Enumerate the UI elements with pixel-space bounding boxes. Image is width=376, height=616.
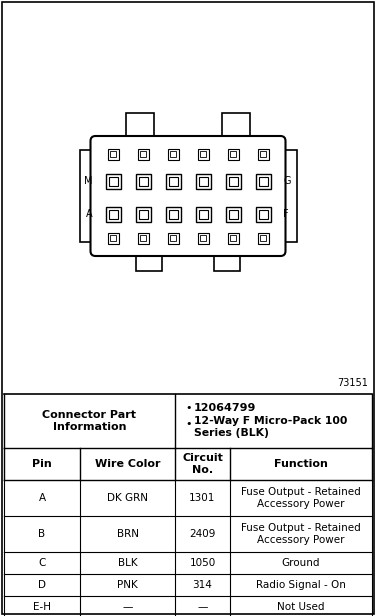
- Bar: [167, 232, 179, 243]
- Text: F: F: [284, 209, 289, 219]
- Text: 1050: 1050: [190, 558, 215, 568]
- Text: •: •: [185, 419, 191, 429]
- Bar: [109, 177, 117, 185]
- Bar: [258, 232, 268, 243]
- Bar: [165, 206, 180, 222]
- Bar: [135, 174, 150, 188]
- Text: —: —: [122, 602, 133, 612]
- Text: Not Used: Not Used: [277, 602, 325, 612]
- Bar: [227, 232, 238, 243]
- Text: BRN: BRN: [117, 529, 138, 539]
- Text: A: A: [38, 493, 45, 503]
- Bar: [168, 177, 177, 185]
- Text: B: B: [38, 529, 45, 539]
- Bar: [256, 206, 270, 222]
- Bar: [227, 148, 238, 160]
- Bar: [106, 206, 120, 222]
- Text: —: —: [197, 602, 208, 612]
- Text: Radio Signal - On: Radio Signal - On: [256, 580, 346, 590]
- Bar: [110, 151, 116, 157]
- Text: Connector Part
Information: Connector Part Information: [42, 410, 136, 432]
- Bar: [229, 209, 238, 219]
- Text: E-H: E-H: [33, 602, 51, 612]
- Bar: [170, 235, 176, 241]
- Bar: [140, 151, 146, 157]
- Bar: [260, 151, 266, 157]
- Text: Fuse Output - Retained
Accessory Power: Fuse Output - Retained Accessory Power: [241, 523, 361, 545]
- Bar: [168, 209, 177, 219]
- Bar: [109, 209, 117, 219]
- Text: A: A: [86, 209, 92, 219]
- Bar: [136, 250, 162, 271]
- Text: Circuit
No.: Circuit No.: [182, 453, 223, 475]
- Bar: [196, 174, 211, 188]
- Bar: [222, 113, 250, 142]
- Bar: [200, 151, 206, 157]
- Text: Wire Color: Wire Color: [95, 459, 160, 469]
- Bar: [110, 235, 116, 241]
- Bar: [226, 174, 241, 188]
- Bar: [259, 209, 267, 219]
- Text: Pin: Pin: [32, 459, 52, 469]
- Text: 12064799: 12064799: [194, 403, 256, 413]
- Bar: [226, 206, 241, 222]
- Text: Fuse Output - Retained
Accessory Power: Fuse Output - Retained Accessory Power: [241, 487, 361, 509]
- Bar: [138, 232, 149, 243]
- Text: BLK: BLK: [118, 558, 137, 568]
- Bar: [256, 174, 270, 188]
- Bar: [138, 177, 147, 185]
- Bar: [200, 235, 206, 241]
- Text: 73151: 73151: [337, 378, 368, 388]
- Text: C: C: [38, 558, 46, 568]
- Bar: [170, 151, 176, 157]
- Text: D: D: [38, 580, 46, 590]
- Text: 2409: 2409: [189, 529, 216, 539]
- Text: •: •: [185, 403, 191, 413]
- Bar: [108, 148, 118, 160]
- Text: 314: 314: [193, 580, 212, 590]
- Text: M: M: [84, 176, 92, 186]
- Bar: [197, 232, 209, 243]
- Text: 1301: 1301: [189, 493, 216, 503]
- Bar: [280, 150, 297, 242]
- Bar: [229, 177, 238, 185]
- Text: Ground: Ground: [282, 558, 320, 568]
- Bar: [135, 206, 150, 222]
- Text: G: G: [284, 176, 291, 186]
- Bar: [199, 177, 208, 185]
- Text: 12-Way F Micro-Pack 100
Series (BLK): 12-Way F Micro-Pack 100 Series (BLK): [194, 416, 347, 439]
- Bar: [79, 150, 96, 242]
- Bar: [199, 209, 208, 219]
- Bar: [138, 209, 147, 219]
- Bar: [167, 148, 179, 160]
- Bar: [138, 148, 149, 160]
- Bar: [165, 174, 180, 188]
- Bar: [260, 235, 266, 241]
- Text: Function: Function: [274, 459, 328, 469]
- Bar: [108, 232, 118, 243]
- Text: PNK: PNK: [117, 580, 138, 590]
- Text: DK GRN: DK GRN: [107, 493, 148, 503]
- Bar: [230, 235, 236, 241]
- FancyBboxPatch shape: [91, 136, 285, 256]
- Bar: [126, 113, 154, 142]
- Bar: [230, 151, 236, 157]
- Bar: [197, 148, 209, 160]
- Bar: [259, 177, 267, 185]
- Bar: [140, 235, 146, 241]
- Bar: [214, 250, 240, 271]
- Bar: [106, 174, 120, 188]
- Bar: [196, 206, 211, 222]
- Bar: [258, 148, 268, 160]
